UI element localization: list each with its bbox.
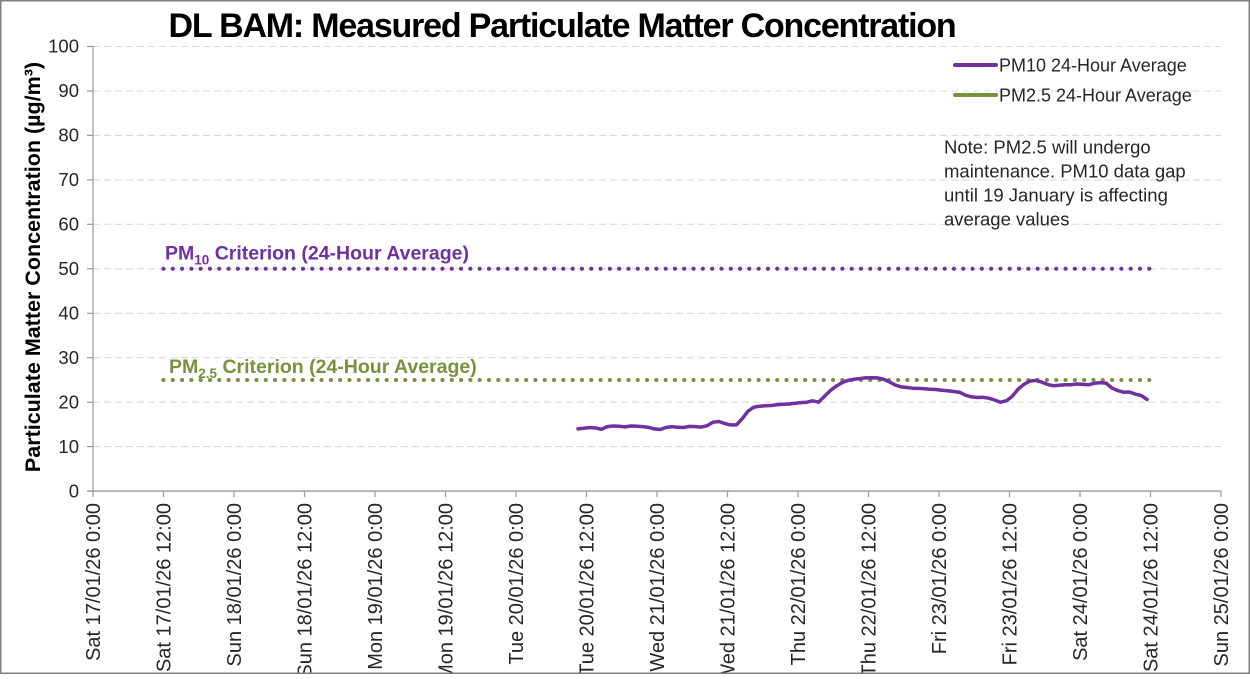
svg-text:Sat 24/01/26 0:00: Sat 24/01/26 0:00 — [1070, 503, 1092, 661]
svg-text:Fri 23/01/26 0:00: Fri 23/01/26 0:00 — [929, 503, 951, 654]
svg-text:100: 100 — [48, 36, 79, 57]
svg-text:Thu 22/01/26 0:00: Thu 22/01/26 0:00 — [788, 503, 810, 665]
svg-text:20: 20 — [58, 391, 79, 412]
svg-text:Sat 24/01/26 12:00: Sat 24/01/26 12:00 — [1141, 503, 1163, 672]
svg-text:average values: average values — [944, 209, 1069, 230]
svg-text:PM10 Criterion (24-Hour Averag: PM10 Criterion (24-Hour Average) — [165, 243, 469, 268]
svg-text:Tue 20/01/26 0:00: Tue 20/01/26 0:00 — [506, 503, 528, 665]
svg-text:0: 0 — [69, 480, 79, 501]
svg-text:PM2.5 Criterion (24-Hour Avera: PM2.5 Criterion (24-Hour Average) — [169, 356, 477, 381]
svg-text:Sat 17/01/26 12:00: Sat 17/01/26 12:00 — [154, 503, 176, 672]
svg-text:until 19 January is affecting: until 19 January is affecting — [944, 185, 1168, 206]
svg-text:50: 50 — [58, 258, 79, 279]
svg-text:Particulate Matter Concentrati: Particulate Matter Concentration (µg/m³) — [21, 62, 45, 472]
svg-text:Mon 19/01/26 0:00: Mon 19/01/26 0:00 — [365, 503, 387, 670]
svg-text:90: 90 — [58, 80, 79, 101]
svg-text:10: 10 — [58, 436, 79, 457]
svg-text:Wed 21/01/26 0:00: Wed 21/01/26 0:00 — [647, 503, 669, 672]
svg-text:Fri 23/01/26 12:00: Fri 23/01/26 12:00 — [1000, 503, 1022, 665]
svg-text:60: 60 — [58, 214, 79, 235]
svg-text:40: 40 — [58, 303, 79, 324]
svg-text:Mon 19/01/26 12:00: Mon 19/01/26 12:00 — [436, 503, 458, 674]
svg-text:Wed 21/01/26 12:00: Wed 21/01/26 12:00 — [718, 503, 740, 674]
svg-text:Sun 18/01/26 0:00: Sun 18/01/26 0:00 — [224, 503, 246, 666]
svg-text:70: 70 — [58, 169, 79, 190]
svg-text:Tue 20/01/26 12:00: Tue 20/01/26 12:00 — [577, 503, 599, 674]
svg-text:Note: PM2.5 will undergo: Note: PM2.5 will undergo — [944, 137, 1151, 158]
svg-text:Thu 22/01/26 12:00: Thu 22/01/26 12:00 — [859, 503, 881, 674]
svg-text:Sun 18/01/26 12:00: Sun 18/01/26 12:00 — [295, 503, 317, 674]
svg-text:maintenance. PM10 data gap: maintenance. PM10 data gap — [944, 161, 1186, 182]
svg-text:PM2.5 24-Hour Average: PM2.5 24-Hour Average — [999, 86, 1192, 106]
svg-text:Sun 25/01/26 0:00: Sun 25/01/26 0:00 — [1211, 503, 1233, 666]
svg-text:80: 80 — [58, 125, 79, 146]
svg-text:PM10 24-Hour Average: PM10 24-Hour Average — [999, 56, 1187, 76]
svg-text:Sat 17/01/26 0:00: Sat 17/01/26 0:00 — [83, 503, 105, 661]
svg-text:DL BAM: Measured Particulate M: DL BAM: Measured Particulate Matter Conc… — [169, 7, 956, 45]
svg-text:30: 30 — [58, 347, 79, 368]
